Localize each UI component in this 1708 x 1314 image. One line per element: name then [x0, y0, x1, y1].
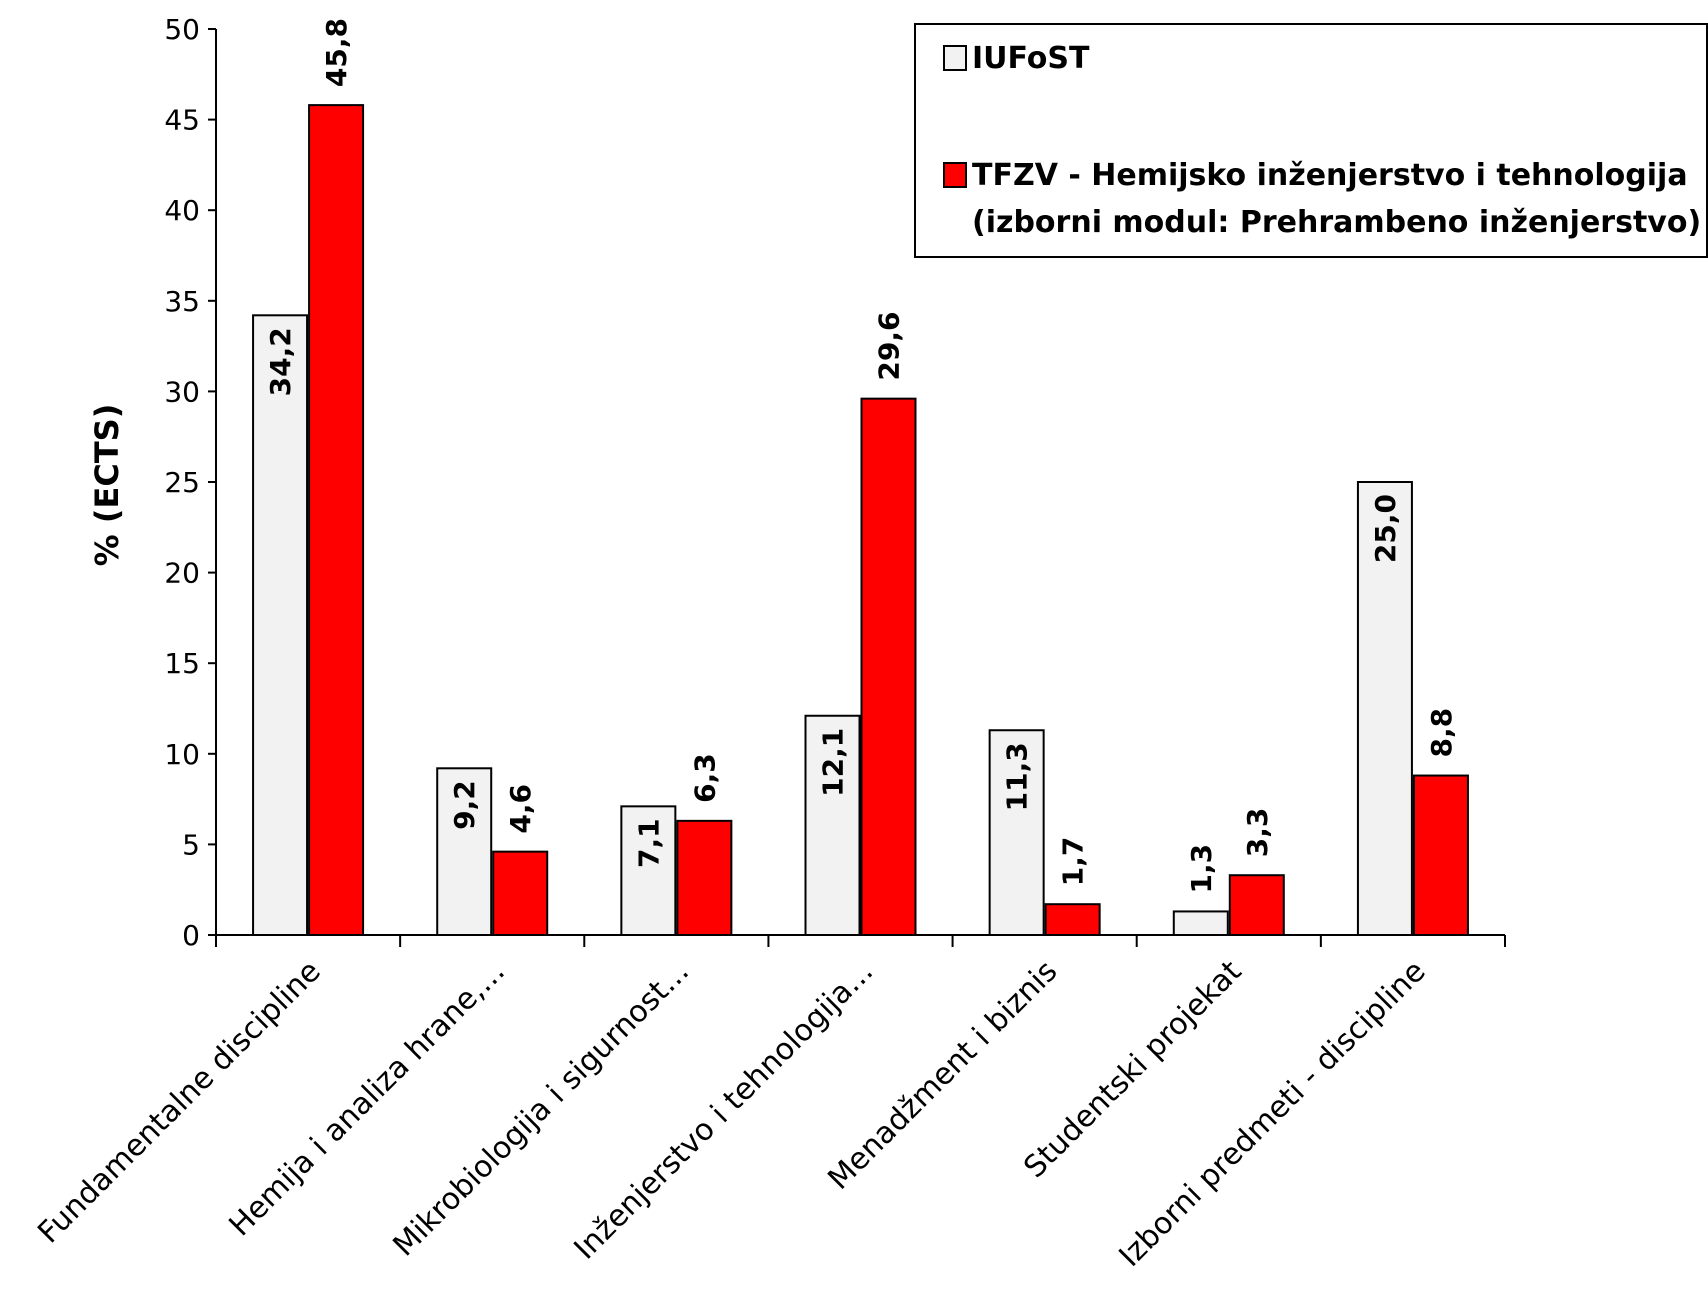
bar-tfzv-6: [1412, 774, 1469, 936]
legend-label-iufost: IUFoST: [972, 41, 1090, 76]
bar-iufost-3: [804, 714, 861, 936]
y-tick-label-0: 0: [182, 919, 200, 952]
category-label-3: Inženjerstvo i tehnologija...: [568, 954, 881, 1267]
y-tick-label-6: 30: [164, 375, 200, 408]
legend-swatch-tfzv: [943, 162, 967, 188]
legend: IUFoST TFZV - Hemijsko inženjerstvo i te…: [914, 23, 1708, 258]
y-tick-label-9: 45: [164, 104, 200, 137]
bar-tfzv-1: [492, 850, 549, 937]
y-tick-label-7: 35: [164, 285, 200, 318]
data-label-iufost-4: 11,3: [1001, 742, 1034, 811]
bar-iufost-1: [436, 767, 493, 937]
bar-tfzv-5: [1228, 874, 1285, 936]
data-label-iufost-3: 12,1: [817, 728, 850, 797]
y-tick-label-4: 20: [164, 557, 200, 590]
category-label-6: Izborni predmeti - discipline: [1113, 954, 1433, 1274]
data-label-tfzv-4: 1,7: [1057, 837, 1090, 887]
y-axis-label: % (ECTS): [88, 404, 126, 567]
category-label-2: Mikrobiologija i sigurnost...: [386, 954, 696, 1264]
bar-tfzv-4: [1044, 903, 1101, 936]
data-label-iufost-1: 9,2: [448, 780, 481, 830]
y-tick-label-1: 5: [182, 828, 200, 861]
bar-tfzv-0: [308, 104, 365, 936]
data-label-iufost-2: 7,1: [632, 818, 665, 868]
data-label-tfzv-0: 45,8: [320, 18, 353, 87]
legend-box: [914, 23, 1708, 258]
bar-tfzv-3: [860, 397, 917, 936]
data-label-iufost-6: 25,0: [1369, 494, 1402, 563]
data-label-tfzv-2: 6,3: [688, 753, 721, 803]
bar-tfzv-2: [676, 819, 733, 936]
data-label-tfzv-3: 29,6: [873, 312, 906, 381]
data-label-tfzv-1: 4,6: [504, 784, 537, 834]
labels-layer: 34,2 9,2 7,1 12,1 11,3 1,3 25,0 45,8 4,6 6,3 29,6 1…: [264, 18, 1458, 893]
y-tick-label-8: 40: [164, 194, 200, 227]
y-tick-label-10: 50: [164, 13, 200, 46]
data-label-iufost-0: 34,2: [264, 327, 297, 396]
y-tick-label-5: 25: [164, 466, 200, 499]
legend-label-tfzv-line1: TFZV - Hemijsko inženjerstvo i tehnologi…: [972, 158, 1688, 193]
bar-iufost-5: [1172, 910, 1229, 936]
legend-label-tfzv-line2: (izborni modul: Prehrambeno inženjerstvo…: [972, 205, 1701, 240]
data-label-tfzv-6: 8,8: [1425, 708, 1458, 758]
data-label-iufost-5: 1,3: [1185, 844, 1218, 894]
legend-swatch-iufost: [943, 45, 967, 71]
bar-iufost-0: [252, 314, 309, 936]
y-tick-label-2: 10: [164, 738, 200, 771]
data-label-tfzv-5: 3,3: [1241, 808, 1274, 858]
y-tick-label-3: 15: [164, 647, 200, 680]
bars-layer: [252, 104, 1469, 937]
